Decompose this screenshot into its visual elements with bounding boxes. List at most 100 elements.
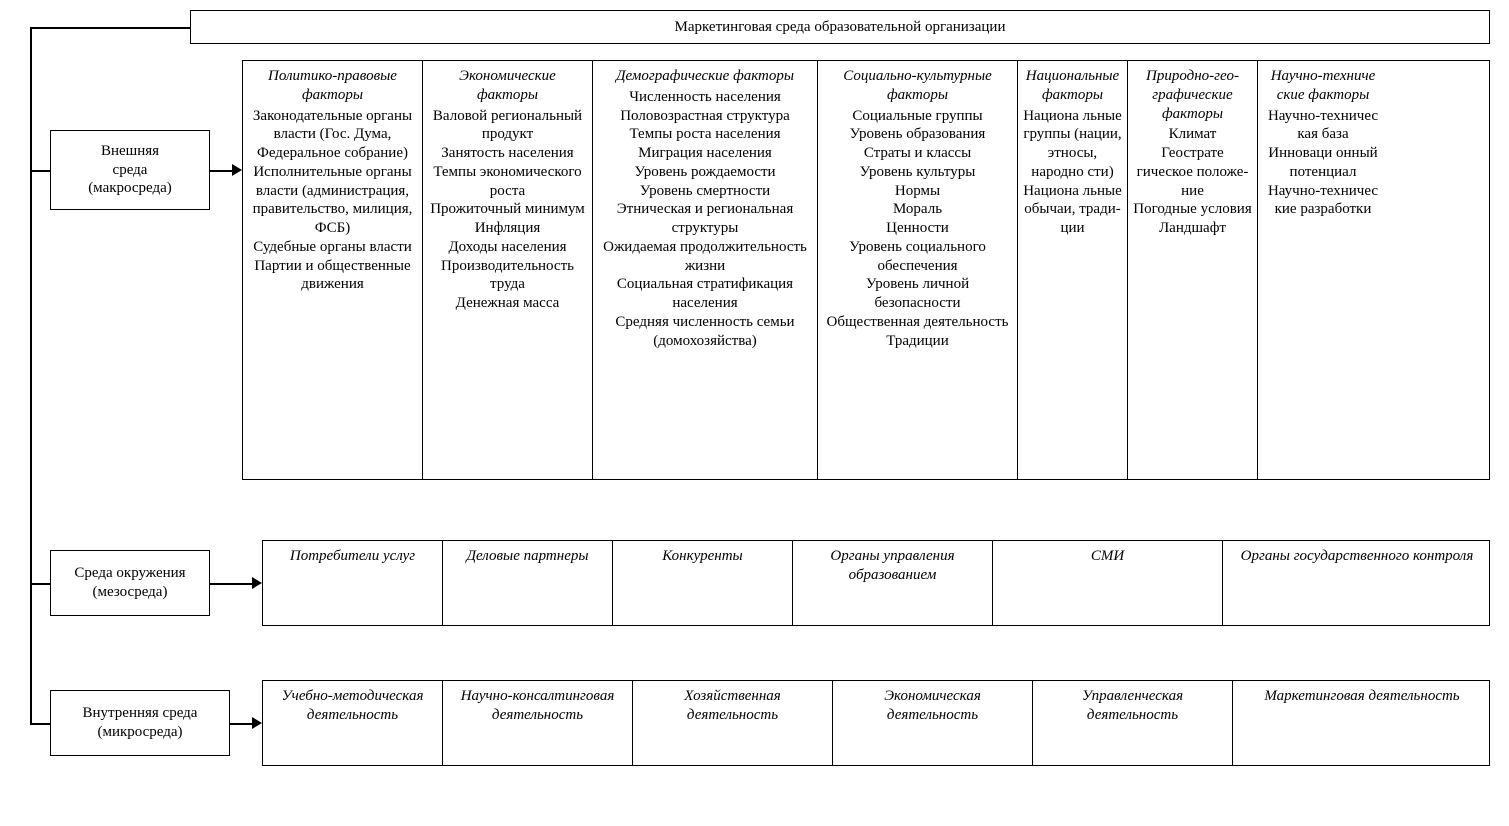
meso-cell-4: СМИ — [993, 541, 1223, 625]
macro-cell-0-item-0: Законодательные органы власти (Гос. Дума… — [247, 107, 418, 163]
meso-cell-2: Конкуренты — [613, 541, 793, 625]
micro-cell-4: Управленческая деятельность — [1033, 681, 1233, 765]
macro-cell-5: Природ­но-гео­графиче­ские факто­ры Клима… — [1128, 61, 1258, 479]
title-text: Маркетинговая среда образовательной орга… — [675, 18, 1006, 37]
micro-label-l2: (микросреда) — [97, 723, 182, 742]
micro-cell-3: Экономическая деятельность — [833, 681, 1033, 765]
title-box: Маркетинговая среда образовательной орга… — [190, 10, 1490, 44]
macro-cell-2-item-9: Средняя численность семьи (домохозяйства… — [597, 313, 813, 351]
macro-cell-3-item-5: Мораль — [822, 200, 1013, 219]
arrow-meso-head — [252, 577, 262, 589]
macro-row: Политико-правовые факторыЗаконодательные… — [242, 60, 1490, 480]
micro-cell-3-title: Экономическая деятельность — [837, 687, 1028, 725]
macro-cell-6-title: Научно-техниче ские факто­ры — [1262, 67, 1384, 105]
macro-cell-5-item-1: Геострате гическое положе­ние — [1132, 144, 1253, 200]
macro-cell-2-item-6: Этническая и региональная структуры — [597, 200, 813, 238]
macro-cell-1-item-1: Занятость населения — [427, 144, 588, 163]
macro-cell-2-item-0: Численность населения — [597, 88, 813, 107]
meso-cell-3-title: Органы управления образованием — [797, 547, 988, 585]
macro-cell-3-item-3: Уровень культуры — [822, 163, 1013, 182]
macro-cell-2-item-4: Уровень рождаемости — [597, 163, 813, 182]
macro-cell-1-item-3: Прожиточный минимум — [427, 200, 588, 219]
macro-cell-6-item-1: Инноваци онный потенци­ал — [1262, 144, 1384, 182]
arrow-micro-line — [230, 723, 254, 725]
trunk-to-title — [30, 27, 190, 29]
macro-cell-3-item-8: Уровень личной безопасности — [822, 275, 1013, 313]
macro-cell-1-item-7: Денежная масса — [427, 294, 588, 313]
macro-cell-3-item-9: Общественная деятельность — [822, 313, 1013, 332]
micro-cell-2: Хозяйственная деятельность — [633, 681, 833, 765]
arrow-macro-head — [232, 164, 242, 176]
macro-cell-1-item-0: Валовой региональный продукт — [427, 107, 588, 145]
meso-cell-1: Деловые партнеры — [443, 541, 613, 625]
arrow-meso-line — [210, 583, 254, 585]
macro-cell-0-item-1: Исполнительные органы власти (ад­министр… — [247, 163, 418, 238]
meso-row: Потребители услуг Деловые партнеры Конкуре… — [262, 540, 1490, 626]
micro-label: Внутренняя среда (микросреда) — [50, 690, 230, 756]
macro-cell-4-item-0: Национа льные группы (нации, этносы, нар… — [1022, 107, 1123, 182]
arrow-micro-head — [252, 717, 262, 729]
meso-cell-0-title: Потребители услуг — [267, 547, 438, 566]
macro-cell-3: Социально-культурные факторы Социальные г… — [818, 61, 1018, 479]
macro-cell-3-item-6: Ценности — [822, 219, 1013, 238]
macro-cell-1-title: Экономические факторы — [427, 67, 588, 105]
macro-cell-1-item-5: Доходы населения — [427, 238, 588, 257]
micro-cell-0-title: Учебно-методическая деятельность — [267, 687, 438, 725]
macro-label-l2: среда — [113, 161, 148, 180]
trunk-to-macro — [30, 170, 50, 172]
macro-cell-3-item-10: Традиции — [822, 332, 1013, 351]
macro-label-l1: Внешняя — [101, 142, 159, 161]
macro-cell-1-item-4: Инфляция — [427, 219, 588, 238]
arrow-macro-line — [210, 170, 234, 172]
macro-cell-0-item-3: Партии и общественные движения — [247, 257, 418, 295]
macro-cell-1: Экономические факторыВаловой региональны… — [423, 61, 593, 479]
meso-cell-3: Органы управления образованием — [793, 541, 993, 625]
micro-cell-0: Учебно-методическая деятельность — [263, 681, 443, 765]
macro-cell-3-title: Социально-культурные факторы — [822, 67, 1013, 105]
micro-cell-2-title: Хозяйственная деятельность — [637, 687, 828, 725]
meso-cell-2-title: Конкуренты — [617, 547, 788, 566]
macro-cell-6-item-0: Научно-техничес кая база — [1262, 107, 1384, 145]
macro-cell-5-item-0: Климат — [1132, 125, 1253, 144]
macro-cell-5-item-3: Ланд­шафт — [1132, 219, 1253, 238]
macro-cell-2-item-5: Уровень смертности — [597, 182, 813, 201]
meso-cell-4-title: СМИ — [997, 547, 1218, 566]
macro-label: Внешняя среда (макросреда) — [50, 130, 210, 210]
micro-cell-5: Маркетинговая деятельность — [1233, 681, 1491, 765]
meso-cell-1-title: Деловые партнеры — [447, 547, 608, 566]
trunk-to-meso — [30, 583, 50, 585]
macro-cell-1-item-6: Производитель­ность труда — [427, 257, 588, 295]
macro-cell-3-item-4: Нормы — [822, 182, 1013, 201]
micro-row: Учебно-методическая деятельностьНаучно-к… — [262, 680, 1490, 766]
macro-label-l3: (макросреда) — [88, 179, 172, 198]
meso-cell-5-title: Органы государственного контроля — [1227, 547, 1487, 566]
macro-cell-6: Научно-техниче ские факто­рыНаучно-техни… — [1258, 61, 1388, 479]
macro-cell-2-item-3: Миграция населения — [597, 144, 813, 163]
micro-cell-4-title: Управленческая деятельность — [1037, 687, 1228, 725]
macro-cell-6-item-2: Научно-техничес кие разработ­ки — [1262, 182, 1384, 220]
macro-cell-1-item-2: Темпы экономического роста — [427, 163, 588, 201]
macro-cell-3-item-7: Уровень социального обеспечения — [822, 238, 1013, 276]
macro-cell-2-title: Демографиче­ские факторы — [597, 67, 813, 86]
diagram-root: Маркетинговая среда образовательной орга… — [10, 10, 1499, 816]
macro-cell-2-item-8: Социальная страти­фикация населения — [597, 275, 813, 313]
macro-cell-4-title: Нацио­наль­ные факто­ры — [1022, 67, 1123, 105]
meso-cell-0: Потребители услуг — [263, 541, 443, 625]
macro-cell-4-item-1: Национа льные обычаи, тради­ции — [1022, 182, 1123, 238]
meso-label-l2: (мезосреда) — [93, 583, 168, 602]
macro-cell-5-title: Природ­но-гео­графиче­ские факто­ры — [1132, 67, 1253, 123]
macro-cell-3-item-0: Социальные группы — [822, 107, 1013, 126]
micro-label-l1: Внутренняя среда — [83, 704, 198, 723]
macro-cell-2-item-2: Темпы роста населения — [597, 125, 813, 144]
trunk-to-micro — [30, 723, 50, 725]
meso-label: Среда окружения (мезосреда) — [50, 550, 210, 616]
macro-cell-0-title: Политико-правовые факторы — [247, 67, 418, 105]
macro-cell-0-item-2: Судебные органы власти — [247, 238, 418, 257]
macro-cell-3-item-1: Уровень образования — [822, 125, 1013, 144]
macro-cell-3-item-2: Страты и классы — [822, 144, 1013, 163]
macro-cell-2: Демографиче­ские факторы Численность насе… — [593, 61, 818, 479]
macro-cell-0: Политико-правовые факторыЗаконодательные… — [243, 61, 423, 479]
macro-cell-2-item-1: Половозрастная структура — [597, 107, 813, 126]
macro-cell-5-item-2: Погод­ные условия — [1132, 200, 1253, 219]
micro-cell-1: Научно-консалтинговая деятельность — [443, 681, 633, 765]
